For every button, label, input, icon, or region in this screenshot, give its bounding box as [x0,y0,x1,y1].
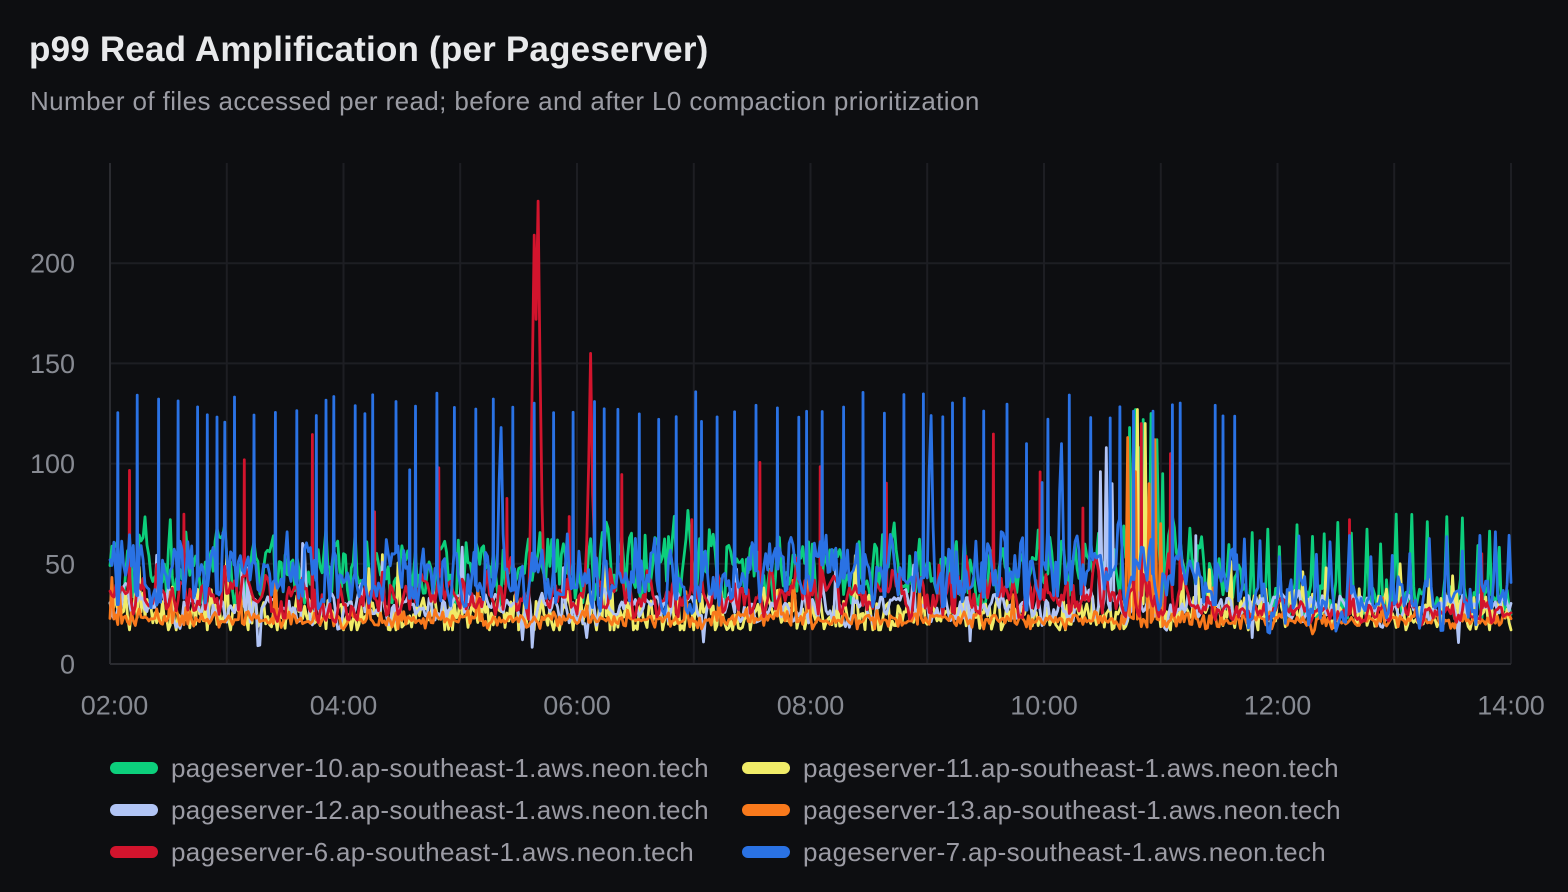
svg-text:200: 200 [30,249,75,279]
svg-text:100: 100 [30,449,75,479]
svg-text:12:00: 12:00 [1244,691,1312,721]
svg-text:10:00: 10:00 [1010,691,1078,721]
svg-text:08:00: 08:00 [777,691,845,721]
svg-text:150: 150 [30,349,75,379]
svg-text:06:00: 06:00 [543,691,611,721]
svg-text:04:00: 04:00 [310,691,378,721]
svg-text:14:00: 14:00 [1477,691,1545,721]
svg-text:0: 0 [60,650,75,680]
svg-text:50: 50 [45,549,75,579]
svg-text:02:00: 02:00 [81,691,149,721]
